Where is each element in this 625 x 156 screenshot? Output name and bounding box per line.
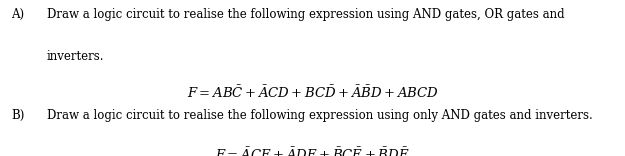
Text: $F = AB\bar{C} + \bar{A}CD + BC\bar{D} + \bar{A}\bar{B}D + ABCD$: $F = AB\bar{C} + \bar{A}CD + BC\bar{D} +… [186,84,439,101]
Text: B): B) [11,109,24,122]
Text: Draw a logic circuit to realise the following expression using AND gates, OR gat: Draw a logic circuit to realise the foll… [47,8,564,21]
Text: Draw a logic circuit to realise the following expression using only AND gates an: Draw a logic circuit to realise the foll… [47,109,592,122]
Text: A): A) [11,8,24,21]
Text: inverters.: inverters. [47,50,104,63]
Text: $F = \bar{A}CE + \bar{A}DE + \bar{B}C\bar{E} + \bar{B}D\bar{E}$: $F = \bar{A}CE + \bar{A}DE + \bar{B}C\ba… [215,147,410,156]
